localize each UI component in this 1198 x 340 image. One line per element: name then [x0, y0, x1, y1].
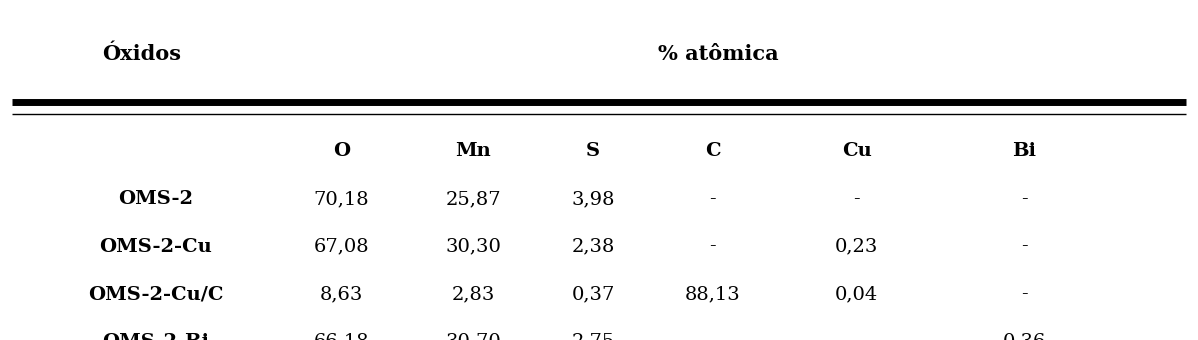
Text: 0,04: 0,04 [835, 285, 878, 303]
Text: Mn: Mn [455, 142, 491, 160]
Text: 0,36: 0,36 [1003, 333, 1046, 340]
Text: 0,23: 0,23 [835, 238, 878, 255]
Text: OMS-2-Cu: OMS-2-Cu [99, 238, 212, 255]
Text: -: - [1021, 190, 1028, 208]
Text: 70,18: 70,18 [314, 190, 369, 208]
Text: 2,38: 2,38 [571, 238, 615, 255]
Text: 8,63: 8,63 [320, 285, 363, 303]
Text: 25,87: 25,87 [446, 190, 501, 208]
Text: OMS-2-Cu/C: OMS-2-Cu/C [87, 285, 224, 303]
Text: 3,98: 3,98 [571, 190, 615, 208]
Text: C: C [704, 142, 721, 160]
Text: OMS-2: OMS-2 [119, 190, 193, 208]
Text: Cu: Cu [842, 142, 871, 160]
Text: -: - [709, 238, 716, 255]
Text: -: - [709, 190, 716, 208]
Text: 30,30: 30,30 [446, 238, 501, 255]
Text: 88,13: 88,13 [685, 285, 740, 303]
Text: 30,70: 30,70 [446, 333, 501, 340]
Text: -: - [1021, 285, 1028, 303]
Text: O: O [333, 142, 350, 160]
Text: 2,75: 2,75 [571, 333, 615, 340]
Text: 2,83: 2,83 [452, 285, 495, 303]
Text: -: - [1021, 238, 1028, 255]
Text: % atômica: % atômica [659, 45, 779, 64]
Text: -: - [853, 333, 860, 340]
Text: Óxidos: Óxidos [102, 45, 181, 64]
Text: -: - [709, 333, 716, 340]
Text: 66,18: 66,18 [314, 333, 369, 340]
Text: Bi: Bi [1012, 142, 1036, 160]
Text: 67,08: 67,08 [314, 238, 369, 255]
Text: 0,37: 0,37 [571, 285, 615, 303]
Text: -: - [853, 190, 860, 208]
Text: S: S [586, 142, 600, 160]
Text: OMS-2-Bi: OMS-2-Bi [102, 333, 210, 340]
